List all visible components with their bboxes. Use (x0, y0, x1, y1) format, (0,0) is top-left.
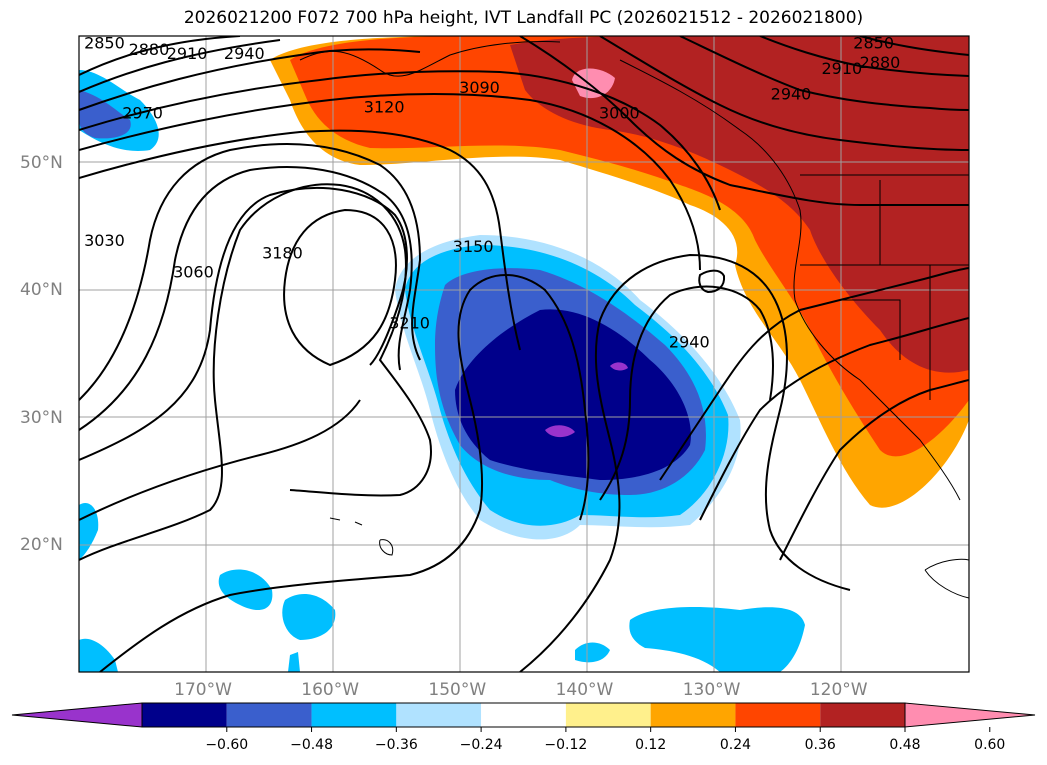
latitude-label: 50°N (20, 153, 63, 174)
contour-label: 3090 (459, 78, 500, 97)
colorbar-bin (311, 703, 397, 727)
colorbar-tick-label: 0.60 (974, 737, 1006, 753)
colorbar-extend-low (11, 702, 143, 728)
colorbar-tick-label: 0.48 (889, 737, 921, 753)
contour-label: 3030 (84, 231, 125, 250)
longitude-label: 170°W (174, 680, 232, 700)
contour-label: 2940 (669, 333, 710, 352)
contour-label: 2880 (860, 53, 901, 72)
colorbar-bin (396, 703, 482, 727)
colorbar-bin (735, 703, 821, 727)
longitude-label: 130°W (682, 680, 741, 700)
latitude-label: 30°N (20, 407, 63, 428)
longitude-label: 140°W (555, 680, 614, 700)
contour-label: 2910 (821, 59, 862, 78)
latitude-label: 20°N (20, 534, 63, 555)
negative-ivt-shading (79, 70, 805, 672)
height-contours (79, 36, 969, 672)
contour-label: 2940 (771, 85, 812, 104)
colorbar (11, 702, 1036, 732)
colorbar-tick-label: 0.12 (635, 737, 667, 753)
colorbar-bin (820, 703, 905, 727)
colorbar-frame (141, 702, 906, 728)
chart-title: 2026021200 F072 700 hPa height, IVT Land… (183, 8, 864, 28)
longitude-label: 160°W (301, 680, 360, 700)
colorbar-bin (226, 703, 312, 727)
longitude-label: 150°W (428, 680, 487, 700)
contour-label: 3060 (173, 263, 214, 282)
contour-label: 3150 (453, 237, 494, 256)
colorbar-bin (142, 703, 227, 727)
contour-label: 2940 (224, 44, 265, 63)
colorbar-tick-label: −0.36 (374, 737, 418, 753)
colorbar-tick-label: 0.36 (804, 737, 836, 753)
contour-label: 3120 (364, 97, 405, 116)
contour-label: 3180 (262, 244, 303, 263)
contour-label: 2850 (84, 34, 125, 53)
colorbar-tick-label: −0.60 (205, 737, 249, 753)
colorbar-tick-label: 0.24 (719, 737, 752, 753)
latitude-label: 40°N (20, 280, 63, 301)
graticule (79, 36, 969, 672)
contour-label: 2970 (122, 104, 163, 123)
colorbar-bin (565, 703, 651, 727)
colorbar-bin (650, 703, 736, 727)
contour-label: 2880 (129, 40, 170, 59)
colorbar-tick-label: −0.12 (544, 737, 588, 753)
map-frame (78, 35, 970, 673)
contour-label: 2820 (910, 21, 951, 40)
contour-label: 2850 (853, 34, 894, 53)
contour-label: 2910 (167, 44, 208, 63)
contour-label: 3000 (599, 104, 640, 123)
contour-label: 3210 (389, 314, 430, 333)
colorbar-tick-label: −0.24 (459, 737, 503, 753)
longitude-label: 120°W (809, 680, 868, 700)
colorbar-bin (481, 703, 566, 727)
colorbar-tick-label: −0.48 (290, 737, 333, 753)
colorbar-extend-high (904, 702, 1036, 728)
